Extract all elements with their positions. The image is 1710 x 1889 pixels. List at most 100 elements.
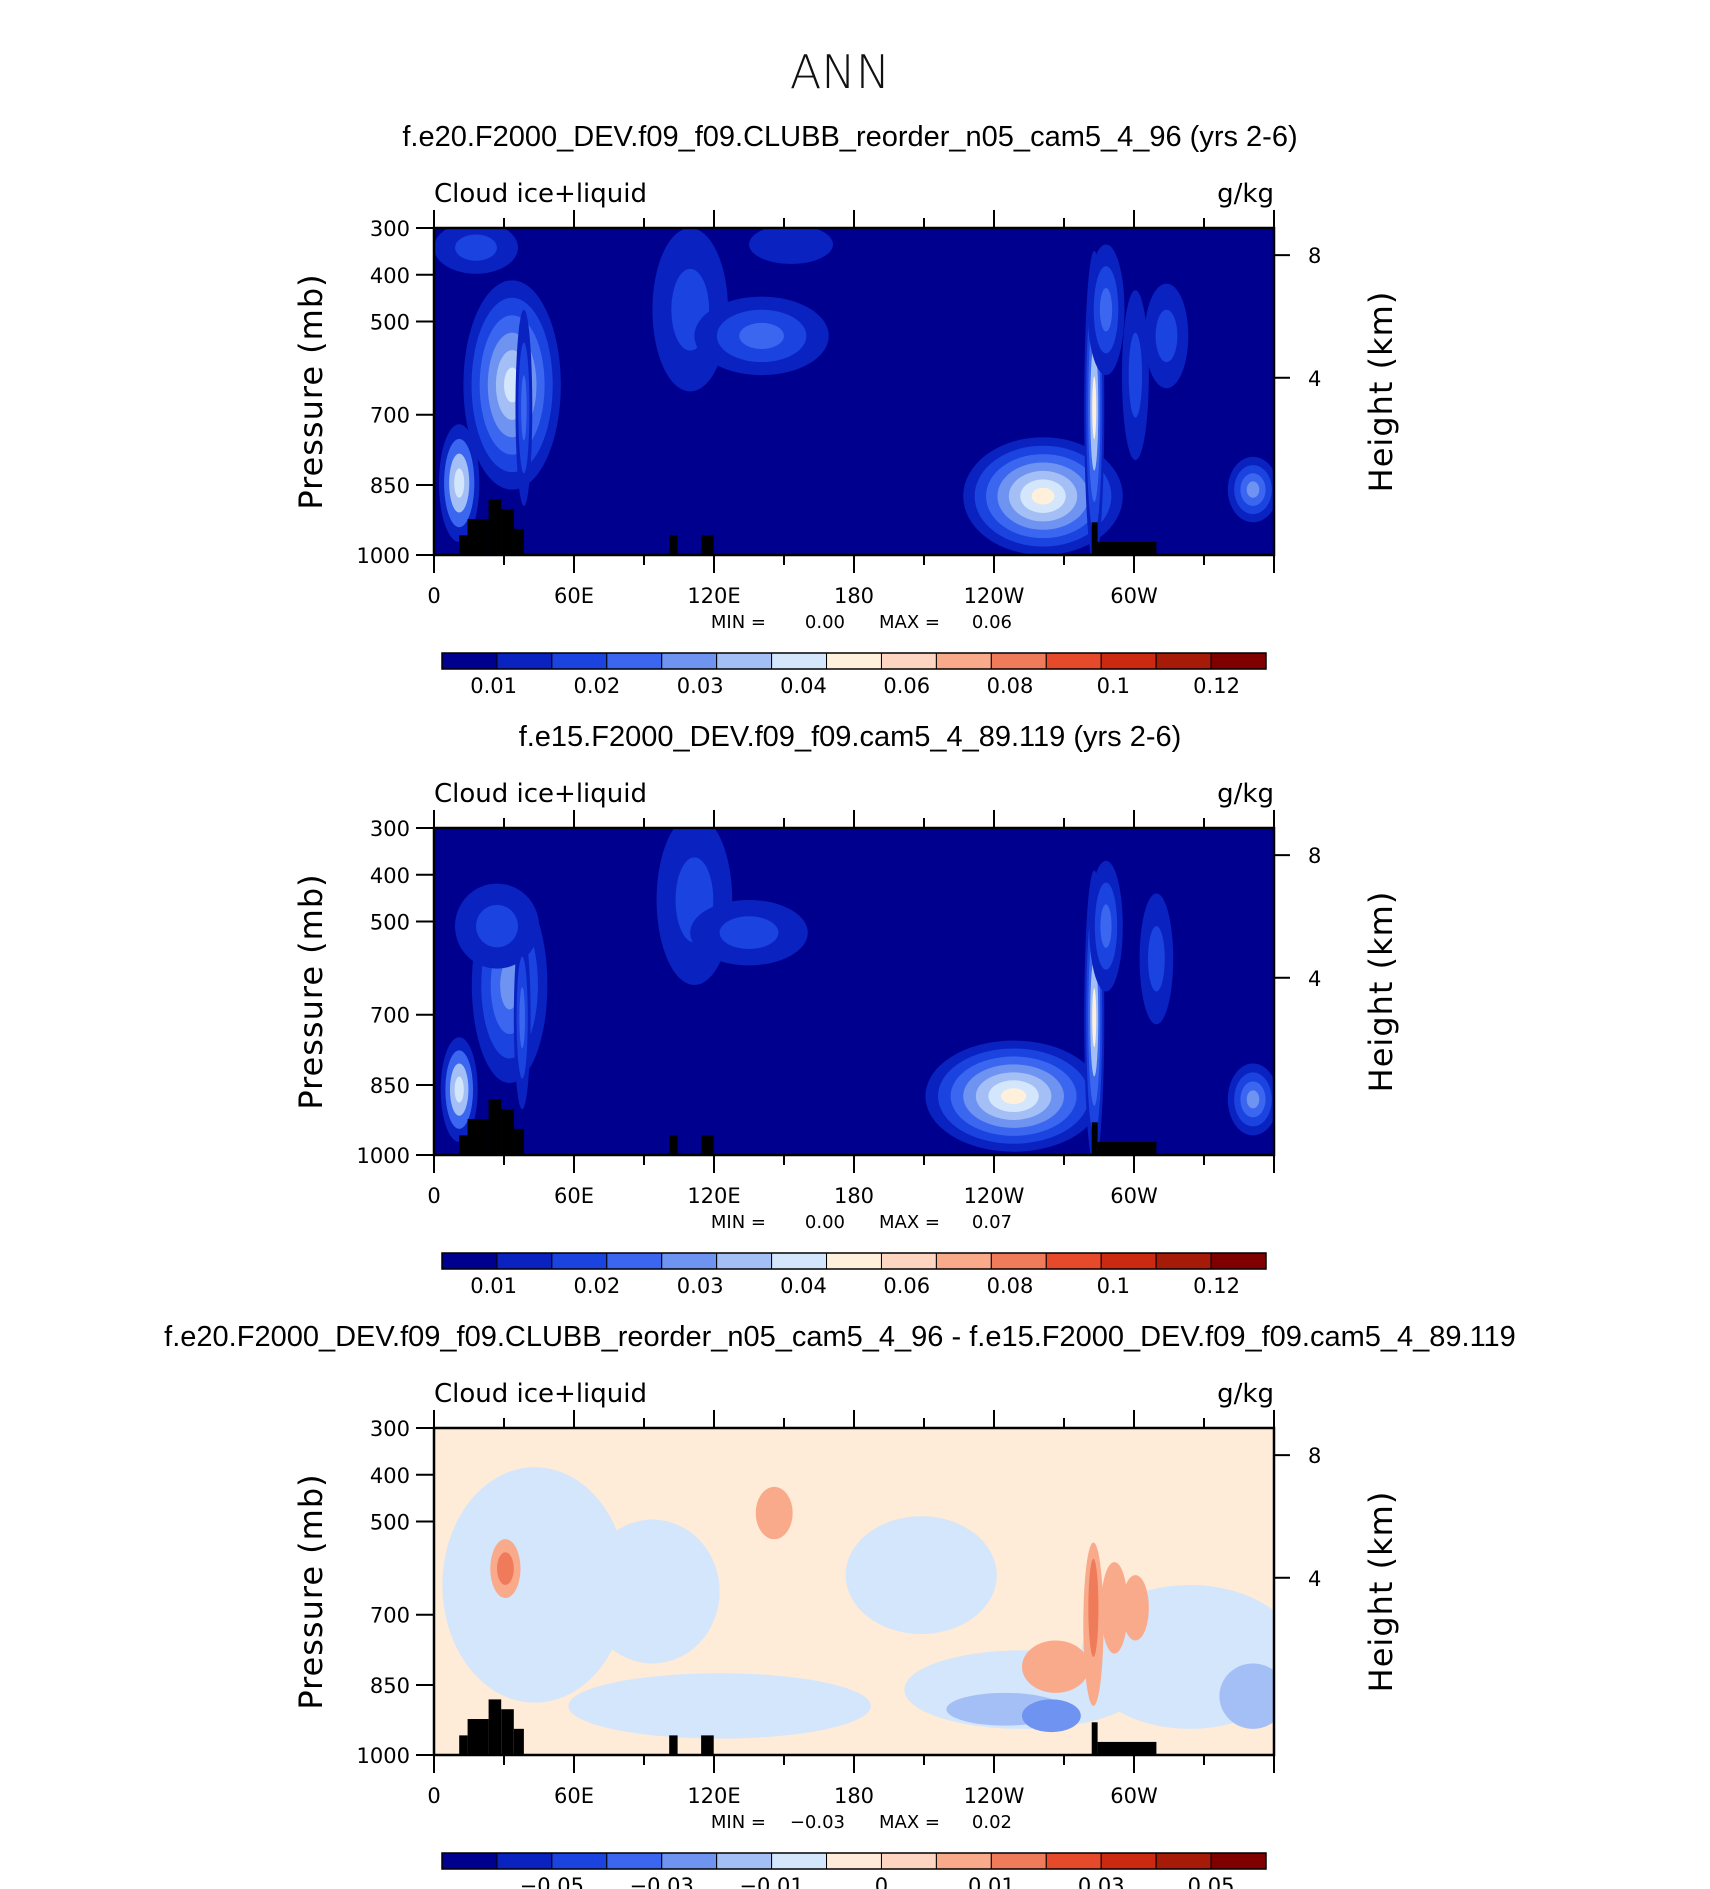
colorbar-swatch — [771, 1252, 828, 1270]
land-mask — [1091, 1122, 1098, 1155]
land-mask — [488, 1099, 502, 1155]
contour-level — [476, 904, 518, 948]
land-mask — [459, 1735, 468, 1755]
land-mask — [467, 1119, 489, 1155]
contour-level — [1148, 926, 1165, 992]
panel-units-label: g/kg — [1217, 1379, 1274, 1409]
x-tick-label: 60W — [1110, 1184, 1158, 1208]
x-tick-label: 180 — [834, 1184, 874, 1208]
x-tick-label: 120E — [687, 584, 740, 608]
contour-level — [1031, 487, 1055, 505]
colorbar-label: 0.01 — [470, 1274, 517, 1298]
contour-level — [1155, 309, 1178, 363]
colorbar-swatch — [441, 1252, 498, 1270]
colorbar-swatch — [1155, 1252, 1212, 1270]
min-label: MIN = — [711, 1812, 766, 1833]
colorbar-swatch — [1100, 1852, 1157, 1870]
y-axis-title: Pressure (mb) — [292, 273, 330, 509]
colorbar-swatch — [771, 652, 828, 670]
x-tick-label: 0 — [427, 584, 440, 608]
land-mask — [1091, 1722, 1098, 1755]
contour-level — [1100, 904, 1112, 948]
x-tick-label: 180 — [834, 1784, 874, 1808]
colorbar-label: 0.02 — [574, 674, 621, 698]
y-right-tick-label: 4 — [1308, 1567, 1321, 1591]
contour-level — [845, 1516, 997, 1635]
x-tick-label: 120W — [964, 1784, 1025, 1808]
min-value: 0.00 — [805, 1212, 845, 1233]
land-mask — [513, 1128, 524, 1155]
y-right-tick-label: 8 — [1308, 1444, 1321, 1468]
land-mask — [513, 1728, 524, 1755]
y-tick-label: 400 — [370, 264, 410, 288]
colorbar-swatch — [1210, 1252, 1267, 1270]
figure-title: ANN — [790, 45, 890, 99]
land-mask — [701, 1135, 714, 1155]
colorbar-swatch — [880, 652, 937, 670]
contour-field — [434, 1428, 1274, 1755]
colorbar-swatch — [1045, 1252, 1102, 1270]
min-value: −0.03 — [790, 1812, 845, 1833]
land-mask — [1097, 1741, 1157, 1755]
colorbar-label: 0.06 — [883, 1274, 930, 1298]
contour-level — [1099, 287, 1113, 332]
contour-level — [521, 375, 527, 441]
panel-variable-label: Cloud ice+liquid — [434, 779, 647, 809]
colorbar-label: 0.06 — [883, 674, 930, 698]
x-tick-label: 60E — [554, 1784, 594, 1808]
contour-level — [719, 916, 779, 949]
colorbar-swatch — [496, 1252, 553, 1270]
colorbar-swatch — [935, 1852, 992, 1870]
land-mask — [669, 535, 678, 555]
contour-level — [1022, 1640, 1090, 1693]
colorbar-swatch — [551, 1252, 608, 1270]
contour-field — [434, 228, 1274, 555]
colorbar-label: 0.1 — [1097, 1274, 1130, 1298]
y-tick-label: 300 — [370, 1417, 410, 1441]
colorbar-swatch — [1155, 652, 1212, 670]
y-tick-label: 1000 — [357, 1744, 410, 1768]
colorbar-frame — [441, 1252, 1267, 1270]
panel-variable-label: Cloud ice+liquid — [434, 179, 647, 209]
y-right-axis-title: Height (km) — [1362, 291, 1400, 493]
x-tick-label: 120E — [687, 1184, 740, 1208]
land-mask — [1097, 541, 1157, 555]
x-tick-label: 120W — [964, 584, 1025, 608]
y-right-tick-label: 4 — [1308, 367, 1321, 391]
contour-level — [1246, 481, 1260, 498]
panel-variable-label: Cloud ice+liquid — [434, 1379, 647, 1409]
land-mask — [467, 1719, 489, 1755]
land-mask — [701, 1735, 714, 1755]
colorbar-label: 0.1 — [1097, 674, 1130, 698]
colorbar-swatch — [1210, 1852, 1267, 1870]
y-tick-label: 1000 — [357, 544, 410, 568]
contour-level — [1128, 332, 1143, 418]
max-value: 0.06 — [972, 612, 1012, 633]
panel-3: f.e20.F2000_DEV.f09_f09.CLUBB_reorder_n0… — [164, 1321, 1516, 1889]
contour-level — [749, 228, 833, 264]
colorbar-label: 0.03 — [677, 674, 724, 698]
land-mask — [459, 1135, 468, 1155]
y-tick-label: 700 — [370, 1604, 410, 1628]
panel-2: f.e15.F2000_DEV.f09_f09.cam5_4_89.119 (y… — [292, 721, 1400, 1298]
colorbar-label: 0.01 — [968, 1874, 1015, 1889]
x-tick-label: 60E — [554, 584, 594, 608]
y-tick-label: 300 — [370, 817, 410, 841]
x-tick-label: 180 — [834, 584, 874, 608]
colorbar-swatch — [716, 1852, 773, 1870]
contour-level — [1092, 988, 1097, 1048]
land-mask — [669, 1735, 678, 1755]
y-tick-label: 500 — [370, 911, 410, 935]
y-right-tick-label: 8 — [1308, 844, 1321, 868]
land-mask — [1091, 522, 1098, 555]
colorbar-swatch — [990, 652, 1047, 670]
colorbar-label: −0.01 — [739, 1874, 803, 1889]
colorbar-swatch — [880, 1852, 937, 1870]
colorbar-label: 0.08 — [987, 1274, 1034, 1298]
contour-level — [519, 987, 525, 1049]
y-tick-label: 500 — [370, 1511, 410, 1535]
contour-level — [1100, 1562, 1128, 1654]
colorbar-swatch — [551, 652, 608, 670]
contour-level — [454, 1076, 464, 1103]
